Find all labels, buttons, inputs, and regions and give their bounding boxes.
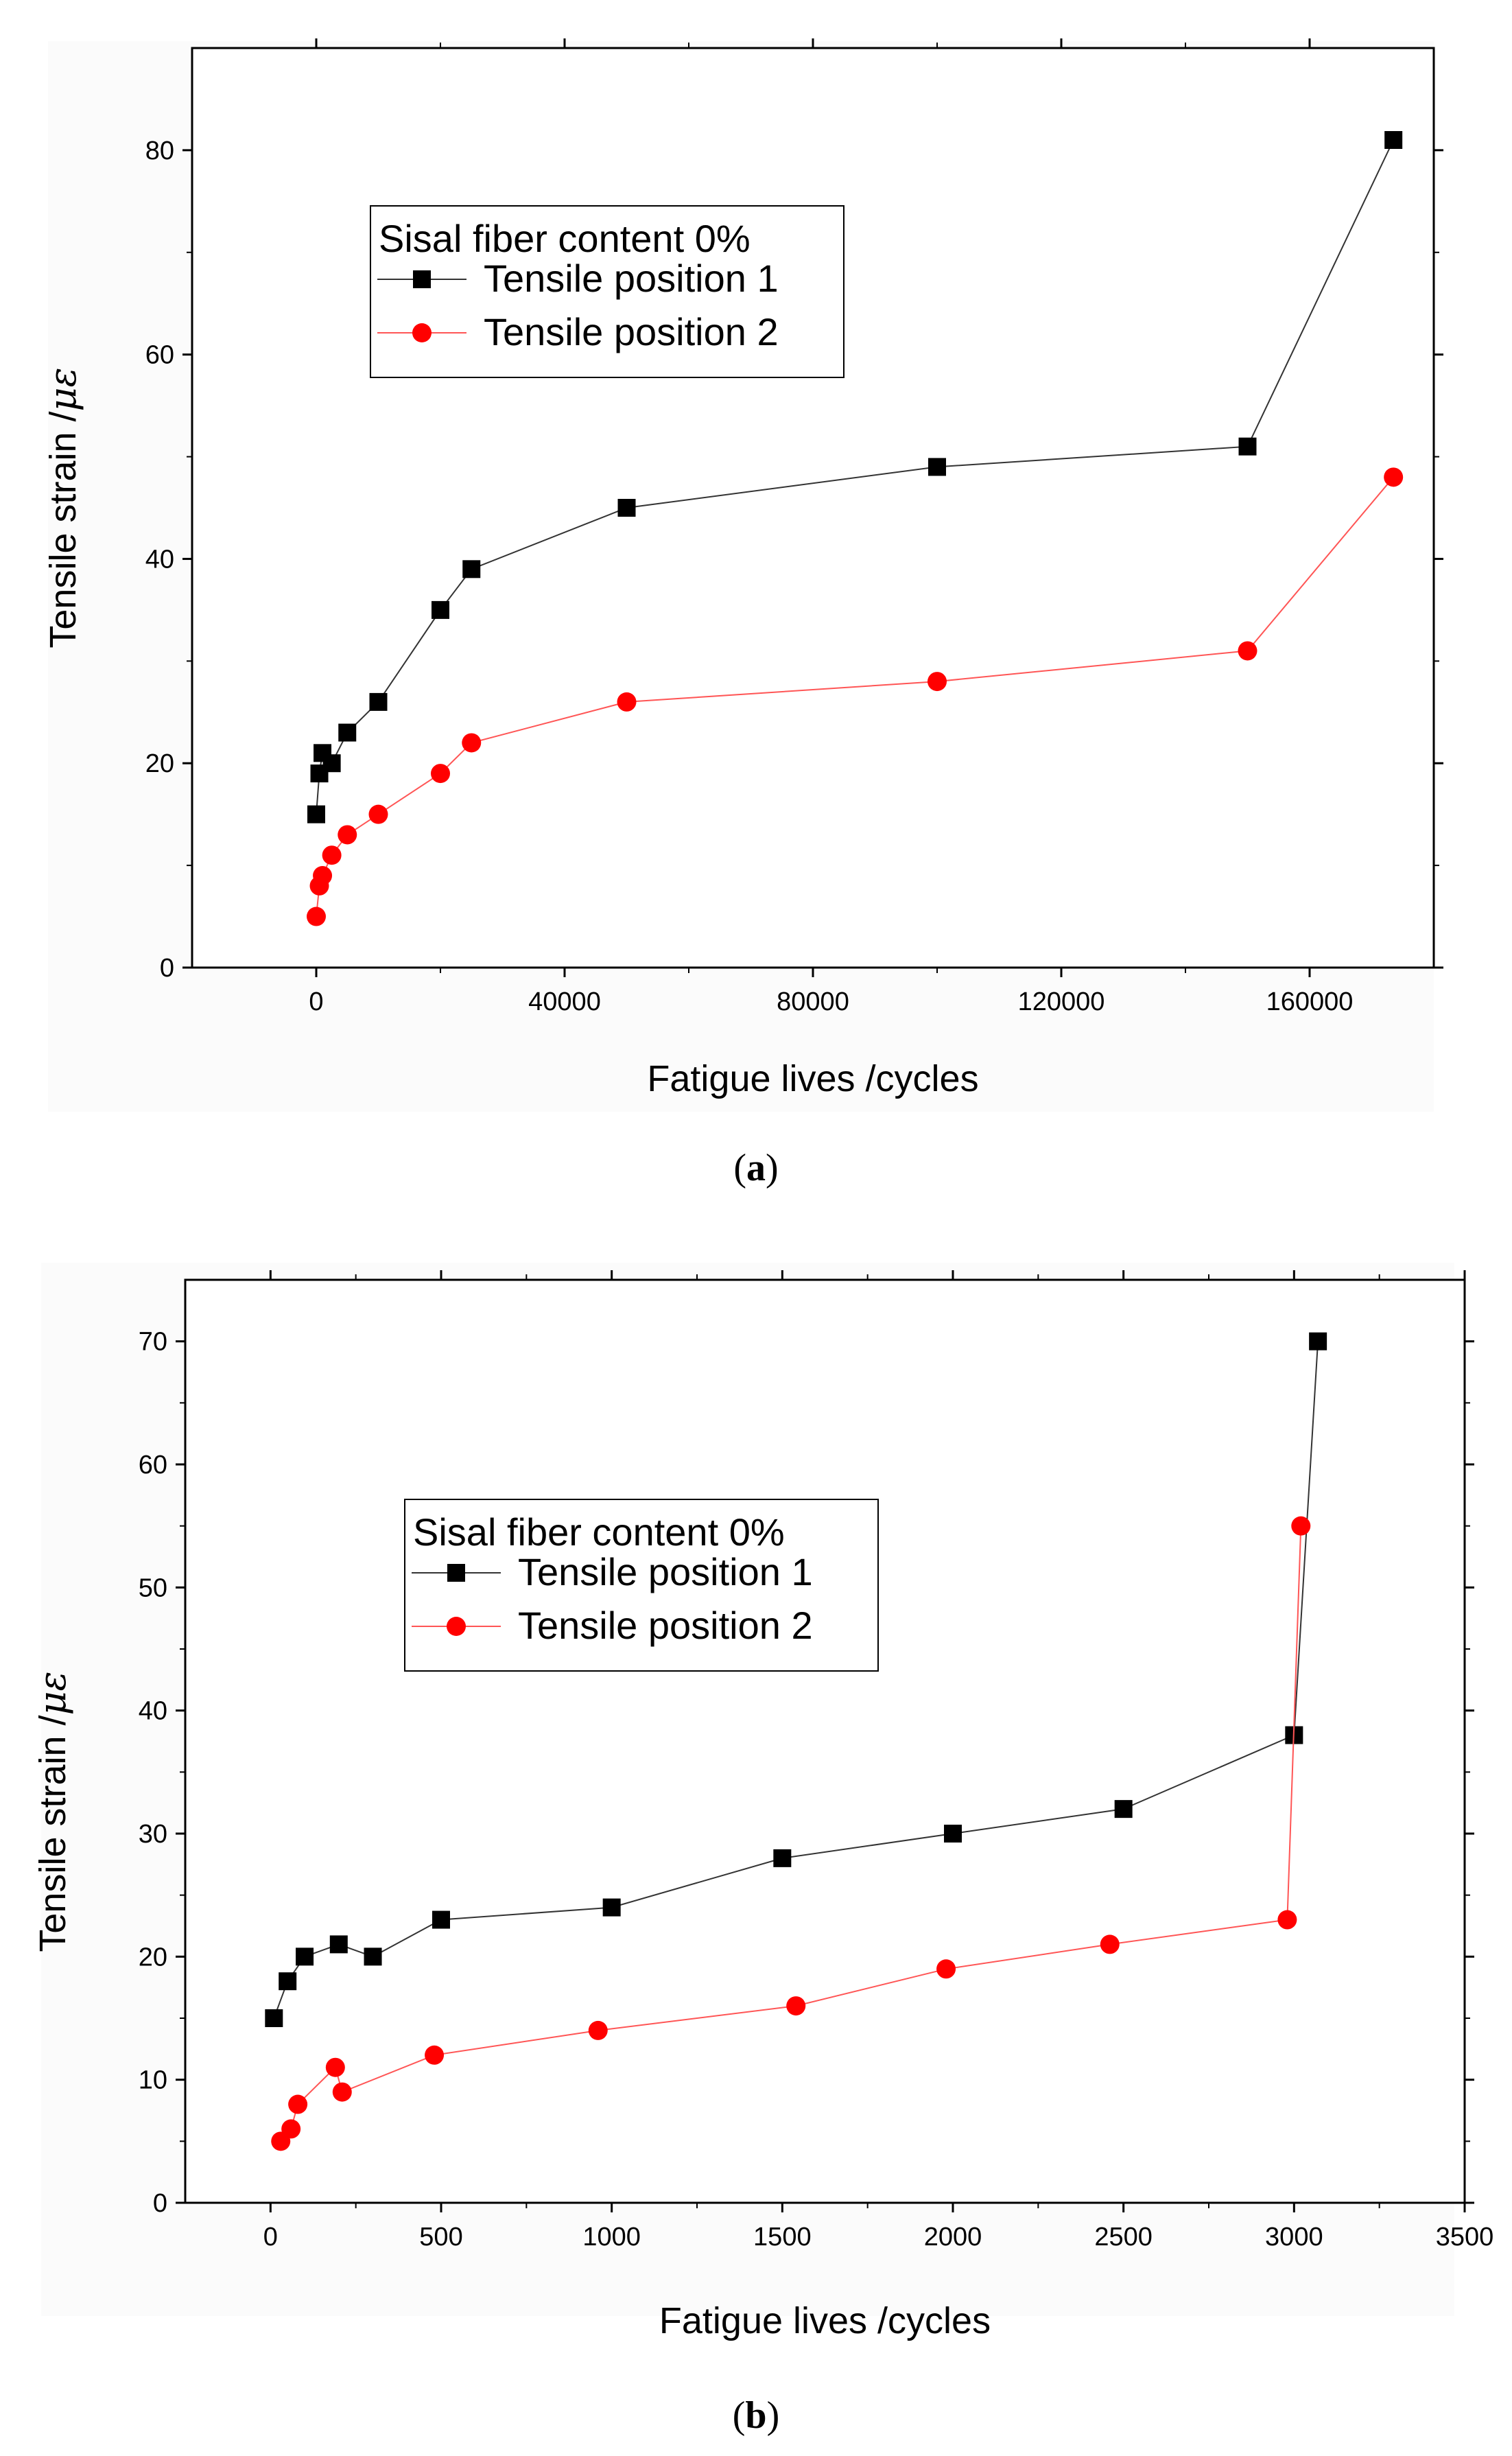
x-axis-title: Fatigue lives /cycles — [659, 2300, 991, 2341]
x-tick-label: 0 — [309, 987, 323, 1016]
plot-frame — [191, 47, 1435, 969]
legend-title: Sisal fiber content 0% — [413, 1510, 785, 1554]
legend-box — [370, 205, 844, 378]
x-tick-label: 3500 — [1436, 2223, 1494, 2252]
x-tick-label: 0 — [263, 2223, 278, 2252]
data-point-position-2 — [928, 672, 947, 692]
chart-panel-a: 0 20 40 60 80 0 40000 80000 120000 160000 Fatigue … — [41, 38, 1443, 1112]
y-tick-label: 0 — [153, 2189, 167, 2218]
data-point-position-1 — [265, 2009, 283, 2027]
y-tick-label: 70 — [139, 1328, 167, 1357]
data-point-position-1 — [928, 458, 946, 476]
x-tick-label: 40000 — [528, 987, 601, 1016]
data-point-position-2 — [588, 2020, 608, 2040]
legend-marker-1 — [413, 270, 431, 288]
legend-title: Sisal fiber content 0% — [379, 217, 751, 260]
y-tick-label: 20 — [139, 1943, 167, 1972]
legend-label-1: Tensile position 1 — [518, 1550, 813, 1593]
y-tick-label: 40 — [145, 545, 174, 574]
legend-label-1: Tensile position 1 — [484, 257, 779, 300]
data-point-position-2 — [313, 866, 333, 885]
data-point-position-2 — [368, 804, 388, 824]
data-point-position-1 — [1384, 131, 1403, 149]
legend-box — [404, 1499, 879, 1672]
data-point-position-2 — [1384, 467, 1404, 487]
data-point-position-2 — [338, 825, 357, 845]
y-tick-label: 60 — [139, 1451, 167, 1480]
x-tick-label: 2500 — [1094, 2223, 1153, 2252]
data-point-position-1 — [322, 754, 341, 773]
y-tick-label: 20 — [145, 749, 174, 778]
x-tick-label: 3000 — [1265, 2223, 1323, 2252]
x-tick-label: 2000 — [924, 2223, 982, 2252]
data-point-position-1 — [307, 805, 325, 823]
data-point-position-1 — [1309, 1332, 1327, 1350]
data-point-position-2 — [425, 2045, 445, 2065]
data-point-position-1 — [462, 560, 481, 578]
data-point-position-1 — [617, 499, 636, 517]
x-tick-label: 1000 — [582, 2223, 641, 2252]
data-point-position-2 — [325, 2057, 345, 2077]
data-point-position-1 — [944, 1825, 962, 1843]
panel-label-a: (a) — [733, 1147, 778, 1189]
data-point-position-2 — [1277, 1910, 1297, 1930]
data-point-position-1 — [1238, 437, 1257, 456]
data-point-position-1 — [773, 1849, 792, 1867]
data-point-position-1 — [296, 1948, 314, 1966]
y-tick-label: 80 — [145, 137, 174, 165]
y-axis-title: Tensile strain /με — [41, 367, 84, 648]
data-point-position-2 — [281, 2119, 301, 2139]
x-tick-label: 80000 — [777, 987, 849, 1016]
data-point-position-2 — [288, 2094, 308, 2114]
x-tick-label: 500 — [419, 2223, 462, 2252]
panel-label-b: (b) — [733, 2394, 779, 2437]
data-point-position-2 — [322, 845, 342, 865]
legend-label-2: Tensile position 2 — [518, 1604, 813, 1647]
legend-marker-2 — [412, 323, 432, 342]
data-point-position-1 — [329, 1935, 348, 1954]
legend-label-2: Tensile position 2 — [484, 310, 779, 353]
data-point-position-1 — [602, 1898, 621, 1917]
data-point-position-2 — [786, 1996, 806, 2016]
data-point-position-2 — [936, 1959, 956, 1979]
data-point-position-1 — [432, 600, 449, 619]
data-point-position-2 — [1100, 1934, 1120, 1954]
chart-panel-b: 0 10 20 30 40 50 60 70 0 500 1000 1500 2000 2500 3000 3… — [31, 1263, 1493, 2341]
x-axis-title: Fatigue lives /cycles — [647, 1058, 978, 1099]
x-tick-label: 1500 — [753, 2223, 812, 2252]
y-axis-title: Tensile strain /με — [31, 1671, 74, 1952]
y-tick-label: 40 — [139, 1697, 167, 1726]
data-point-position-2 — [431, 764, 450, 784]
data-point-position-1 — [432, 1910, 450, 1929]
plot-frame — [184, 1278, 1466, 2204]
data-point-position-1 — [338, 723, 357, 742]
y-tick-label: 0 — [160, 954, 174, 983]
legend-marker-2 — [447, 1617, 466, 1636]
x-tick-label: 120000 — [1018, 987, 1105, 1016]
legend-marker-1 — [447, 1564, 465, 1582]
y-tick-label: 10 — [139, 2066, 167, 2095]
y-tick-label: 50 — [139, 1574, 167, 1602]
x-tick-label: 160000 — [1266, 987, 1354, 1016]
data-point-position-2 — [617, 692, 637, 712]
data-point-position-2 — [1291, 1516, 1311, 1536]
data-point-position-1 — [279, 1972, 297, 1991]
data-point-position-2 — [462, 733, 482, 753]
data-point-position-2 — [1238, 641, 1257, 661]
y-tick-label: 60 — [145, 341, 174, 370]
data-point-position-1 — [1114, 1800, 1133, 1818]
data-point-position-1 — [364, 1948, 382, 1966]
y-tick-label: 30 — [139, 1820, 167, 1849]
data-point-position-2 — [332, 2082, 352, 2102]
data-point-position-2 — [307, 907, 326, 926]
data-point-position-1 — [369, 692, 388, 711]
